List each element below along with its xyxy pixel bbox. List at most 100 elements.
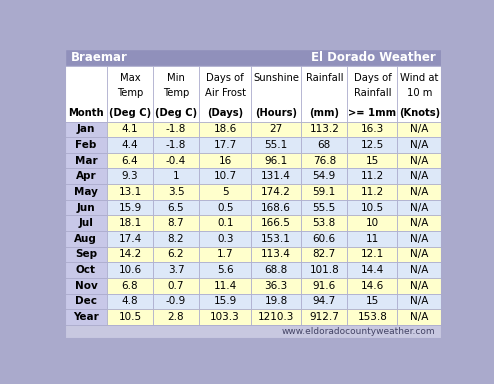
Bar	[301, 215, 347, 231]
Text: 0.1: 0.1	[217, 218, 233, 228]
Text: 16: 16	[218, 156, 232, 166]
Text: 82.7: 82.7	[313, 250, 336, 260]
Bar	[251, 278, 301, 293]
Text: (Days): (Days)	[207, 108, 243, 118]
Text: (Deg C): (Deg C)	[155, 108, 197, 118]
Bar	[251, 215, 301, 231]
Text: -1.8: -1.8	[166, 140, 186, 150]
Bar	[199, 215, 251, 231]
Bar	[153, 184, 199, 200]
Text: N/A: N/A	[411, 156, 429, 166]
Bar	[398, 200, 442, 215]
Text: Mar: Mar	[75, 156, 97, 166]
Text: 27: 27	[270, 124, 283, 134]
Bar	[107, 262, 153, 278]
Bar	[251, 231, 301, 247]
Text: 168.6: 168.6	[261, 202, 291, 212]
Text: 113.4: 113.4	[261, 250, 291, 260]
Text: 17.7: 17.7	[213, 140, 237, 150]
Bar	[251, 137, 301, 153]
Bar	[65, 200, 107, 215]
Text: 53.8: 53.8	[313, 218, 336, 228]
Bar	[398, 278, 442, 293]
Bar	[153, 309, 199, 325]
Bar	[107, 247, 153, 262]
Text: 59.1: 59.1	[313, 187, 336, 197]
Text: 8.2: 8.2	[168, 234, 184, 244]
Bar	[153, 231, 199, 247]
Bar	[347, 200, 398, 215]
Bar	[199, 66, 251, 122]
Bar	[301, 66, 347, 122]
Bar	[347, 153, 398, 169]
Text: 1: 1	[173, 171, 179, 181]
Bar	[153, 137, 199, 153]
Bar	[65, 184, 107, 200]
Bar	[65, 309, 107, 325]
Text: 153.1: 153.1	[261, 234, 291, 244]
Bar	[65, 169, 107, 184]
Text: 113.2: 113.2	[309, 124, 339, 134]
Text: Sunshine: Sunshine	[253, 73, 299, 83]
Bar	[347, 215, 398, 231]
Bar	[251, 66, 301, 122]
Text: Days of: Days of	[354, 73, 391, 83]
Text: 96.1: 96.1	[265, 156, 288, 166]
Bar	[199, 184, 251, 200]
Text: 4.8: 4.8	[122, 296, 138, 306]
Bar	[153, 66, 199, 122]
Text: El Dorado Weather: El Dorado Weather	[311, 51, 435, 64]
Bar	[398, 262, 442, 278]
Text: Temp: Temp	[163, 88, 189, 98]
Bar	[301, 293, 347, 309]
Text: (Hours): (Hours)	[255, 108, 297, 118]
Bar	[251, 153, 301, 169]
Bar	[398, 66, 442, 122]
Bar	[347, 309, 398, 325]
Bar	[107, 309, 153, 325]
Bar	[398, 153, 442, 169]
Text: 5: 5	[222, 187, 228, 197]
Bar	[153, 278, 199, 293]
Text: Jun: Jun	[77, 202, 95, 212]
Text: 15.9: 15.9	[119, 202, 142, 212]
Bar	[199, 278, 251, 293]
Text: May: May	[74, 187, 98, 197]
Bar	[199, 247, 251, 262]
Text: 131.4: 131.4	[261, 171, 291, 181]
Text: N/A: N/A	[411, 140, 429, 150]
Bar	[153, 122, 199, 137]
Text: 15: 15	[366, 156, 379, 166]
Text: 153.8: 153.8	[358, 312, 387, 322]
Text: N/A: N/A	[411, 218, 429, 228]
Bar	[347, 293, 398, 309]
Text: 10.6: 10.6	[119, 265, 141, 275]
Bar	[199, 309, 251, 325]
Text: Min: Min	[167, 73, 185, 83]
Text: 166.5: 166.5	[261, 218, 291, 228]
Bar	[199, 262, 251, 278]
Bar	[199, 137, 251, 153]
Text: 12.1: 12.1	[361, 250, 384, 260]
Bar	[153, 262, 199, 278]
Text: N/A: N/A	[411, 265, 429, 275]
Bar	[65, 122, 107, 137]
Bar	[153, 200, 199, 215]
Text: N/A: N/A	[411, 281, 429, 291]
Text: 11: 11	[366, 234, 379, 244]
Text: 10.5: 10.5	[119, 312, 141, 322]
Bar	[153, 247, 199, 262]
Text: 15: 15	[366, 296, 379, 306]
Text: -0.9: -0.9	[166, 296, 186, 306]
Bar	[301, 262, 347, 278]
Bar	[199, 169, 251, 184]
Text: Air Frost: Air Frost	[205, 88, 246, 98]
Bar	[65, 153, 107, 169]
Bar	[65, 293, 107, 309]
Bar	[301, 200, 347, 215]
Text: 5.6: 5.6	[217, 265, 234, 275]
Text: 11.2: 11.2	[361, 187, 384, 197]
Text: N/A: N/A	[411, 250, 429, 260]
Text: 6.8: 6.8	[122, 281, 138, 291]
Bar	[65, 278, 107, 293]
